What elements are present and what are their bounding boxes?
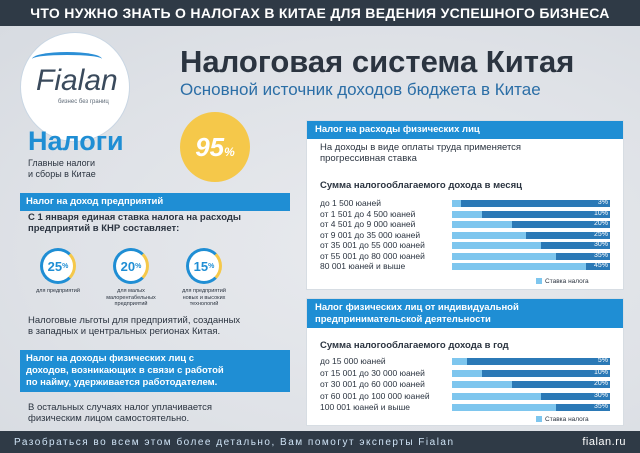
logo-name: Fialan <box>36 64 118 97</box>
panel1-row-percent: 35% <box>593 251 608 259</box>
panel1-row-track <box>452 200 610 207</box>
taxes-heading: Налоги <box>28 126 124 156</box>
panel1-desc-line1: На доходы в виде оплаты труда применяетс… <box>320 142 522 153</box>
footer-text: Разобраться во всем этом более детально,… <box>14 436 455 448</box>
panel1-row-label: от 55 001 до 80 000 юаней <box>320 250 425 261</box>
page-title: Налоговая система Китая <box>180 44 575 79</box>
panel2-row-label: от 60 001 до 100 000 юаней <box>320 390 430 401</box>
panel1-row-percent: 30% <box>593 241 608 248</box>
panel2-row-percent: 30% <box>593 391 608 399</box>
panel1-row-track <box>452 221 610 228</box>
panel1-row-bar <box>452 210 482 218</box>
panel1-row-label: от 9 001 до 35 000 юаней <box>320 229 421 240</box>
panel1-row-label: 80 001 юаней и выше <box>320 261 406 271</box>
panel1-row-percent: 10% <box>593 209 608 217</box>
page-subtitle: Основной источник доходов бюджета в Кита… <box>180 80 541 99</box>
panel2-row-bar <box>452 381 512 388</box>
panel1-row-track <box>452 231 610 239</box>
panel2-legend-label: Ставка налога <box>545 416 589 423</box>
panel1-row-bar <box>452 252 556 260</box>
panel2-row-bar <box>452 358 467 365</box>
panel2-header-line2: предпринимательской деятельности <box>315 313 491 325</box>
corp-rate-circle-1: 25% <box>40 248 76 284</box>
personal-box-line1: Налог на доходы физических лиц с <box>26 353 195 364</box>
panel2-row-track <box>452 358 610 365</box>
banner-text: ЧТО НУЖНО ЗНАТЬ О НАЛОГАХ В КИТАЕ ДЛЯ ВЕ… <box>30 5 610 21</box>
panel1-row-label: от 35 001 до 55 000 юаней <box>320 240 425 250</box>
logo-badge <box>20 32 130 142</box>
panel1-row-track <box>452 210 610 218</box>
panel1-row-bar <box>452 200 461 207</box>
panel2-row-percent: 35% <box>593 403 608 410</box>
logo-tagline: бизнес без границ <box>58 99 109 105</box>
personal-tax-description: На доходы в виде оплаты труда применяетс… <box>320 142 610 164</box>
panel1-row-percent: 25% <box>593 230 608 238</box>
panel1-row-label: от 4 501 до 9 000 юаней <box>320 219 416 229</box>
corp-intro-line2: предприятий в КНР составляет: <box>28 223 180 234</box>
personal-box-line3: по найму, удерживается работодателем. <box>26 377 218 388</box>
corp-tax-header: Налог на доход предприятий <box>20 193 290 211</box>
logo-swoosh-icon <box>32 52 102 66</box>
panel2-row-percent: 10% <box>593 368 608 376</box>
panel2-row-track <box>452 381 610 388</box>
panel2-row-bar <box>452 392 541 400</box>
panel1-row-label: до 1 500 юаней <box>320 198 381 208</box>
budget-share-badge: 95% <box>180 112 250 182</box>
panel1-row-percent: 45% <box>593 262 608 269</box>
corp-rate-circle-2: 20% <box>113 248 149 284</box>
corp-note-line2: в западных и центральных регионах Китая. <box>28 326 221 337</box>
corp-rate-label-3: для предприятий новых и высоких технолог… <box>182 288 226 307</box>
panel2-legend: Ставка налога <box>536 416 589 423</box>
taxes-sub-line2: и сборы в Китае <box>28 169 96 179</box>
footer-site-link[interactable]: fialan.ru <box>582 436 626 448</box>
corp-tax-note: Налоговые льготы для предприятий, создан… <box>28 315 288 337</box>
corp-rate-value-3: 15 <box>193 258 209 274</box>
corp-rate-circle-3: 15% <box>186 248 222 284</box>
panel1-row-bar <box>452 242 541 249</box>
panel1-table-title: Сумма налогооблагаемого дохода в месяц <box>320 180 522 191</box>
taxes-sub-line1: Главные налоги <box>28 158 95 168</box>
corp-rate-label-2: для малых малорентабельных предприятий <box>106 288 156 307</box>
corp-tax-intro: С 1 января единая ставка налога на расхо… <box>28 212 288 234</box>
panel2-row-label: от 15 001 до 30 000 юаней <box>320 367 425 378</box>
personal-tax-header: Налог на расходы физических лиц <box>307 121 623 139</box>
taxes-subheading: Главные налоги и сборы в Китае <box>28 158 96 180</box>
panel2-row-label: от 30 001 до 60 000 юаней <box>320 379 425 389</box>
panel2-row-bar <box>452 404 556 411</box>
personal-box-note: В остальных случаях налог уплачивается ф… <box>28 402 288 424</box>
panel1-row-bar <box>452 221 512 228</box>
panel1-legend-label: Ставка налога <box>545 278 589 285</box>
panel2-row-bar <box>452 369 482 377</box>
legend-swatch-icon <box>536 278 542 285</box>
panel1-row-percent: 3% <box>597 199 608 206</box>
corp-rate-value-2: 20 <box>120 258 136 274</box>
legend-swatch-icon <box>536 416 542 423</box>
panel2-row-label: 100 001 юаней и выше <box>320 402 411 412</box>
panel1-legend: Ставка налога <box>536 278 589 285</box>
panel2-row-track <box>452 369 610 377</box>
budget-share-sign: % <box>224 144 235 159</box>
panel1-row-bar <box>452 263 586 270</box>
panel1-row-bar <box>452 231 526 239</box>
personal-employment-box: Налог на доходы физических лиц с доходов… <box>20 350 290 392</box>
panel1-row-label: от 1 501 до 4 500 юаней <box>320 208 416 219</box>
panel2-row-label: до 15 000 юаней <box>320 356 386 366</box>
corp-note-line1: Налоговые льготы для предприятий, создан… <box>28 315 241 326</box>
corp-rate-label-1: для предприятий <box>36 288 80 294</box>
bottom-banner: Разобраться во всем этом более детально,… <box>0 431 640 453</box>
panel2-header-line1: Налог физических лиц от индивидуальной <box>315 302 519 313</box>
panel1-row-percent: 20% <box>593 220 608 227</box>
panel2-row-percent: 20% <box>593 380 608 387</box>
panel1-desc-line2: прогрессивная ставка <box>320 153 417 164</box>
panel2-row-percent: 5% <box>597 357 608 364</box>
corp-rate-value-1: 25 <box>47 258 63 274</box>
personal-note-line2: физическим лицом самостоятельно. <box>28 413 190 424</box>
budget-share-value: 95 <box>195 131 225 162</box>
panel2-table-title: Сумма налогооблагаемого дохода в год <box>320 340 509 351</box>
personal-box-line2: доходов, возникающих в связи с работой <box>26 365 224 376</box>
top-banner: ЧТО НУЖНО ЗНАТЬ О НАЛОГАХ В КИТАЕ ДЛЯ ВЕ… <box>0 0 640 26</box>
personal-note-line1: В остальных случаях налог уплачивается <box>28 402 212 413</box>
corp-intro-line1: С 1 января единая ставка налога на расхо… <box>28 212 242 223</box>
entrepreneur-tax-header: Налог физических лиц от индивидуальной п… <box>307 299 623 328</box>
